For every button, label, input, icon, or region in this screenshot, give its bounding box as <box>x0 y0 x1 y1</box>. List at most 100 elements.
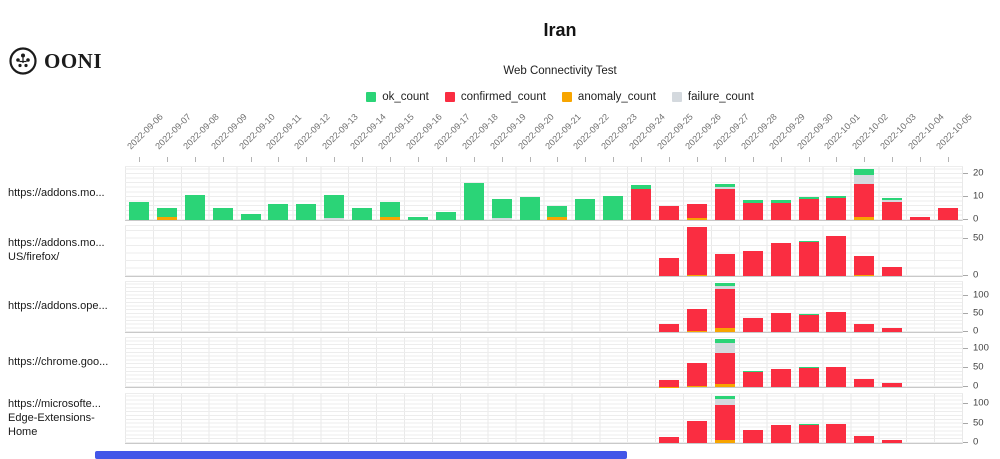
y-tick-label: 0 <box>973 380 979 392</box>
bar-segment-anomaly_count <box>686 217 707 220</box>
y-tick <box>963 386 968 387</box>
bar-segment-confirmed_count <box>686 308 707 331</box>
facet-row-label: https://addons.mo... <box>8 186 105 199</box>
bar-segment-ok_count <box>212 208 233 220</box>
bar-segment-anomaly_count <box>686 386 707 387</box>
x-tick <box>166 157 168 162</box>
x-tick <box>362 157 364 162</box>
bar-segment-confirmed_count <box>659 206 680 220</box>
legend-swatch <box>671 92 682 102</box>
x-tick <box>613 157 615 162</box>
bar-segment-ok_count <box>324 194 345 218</box>
y-tick-label: 50 <box>973 361 984 373</box>
bar-segment-ok_count <box>240 214 261 220</box>
plot-grid <box>125 225 963 277</box>
ooni-logo-text: OONI <box>44 48 103 73</box>
bar-segment-ok_count <box>547 206 568 217</box>
y-tick <box>963 367 968 368</box>
x-tick <box>669 157 671 162</box>
bar-segment-ok_count <box>798 423 819 425</box>
bar-segment-failure_count <box>324 217 345 220</box>
bar-segment-confirmed_count <box>882 383 903 387</box>
bar-segment-confirmed_count <box>798 314 819 332</box>
bar-segment-confirmed_count <box>770 425 791 443</box>
bar-segment-ok_count <box>184 194 205 220</box>
bar-segment-confirmed_count <box>854 255 875 276</box>
bar-segment-ok_count <box>854 169 875 176</box>
x-tick <box>864 157 866 162</box>
y-tick <box>963 275 968 276</box>
bar-segment-failure_count <box>714 399 735 405</box>
legend-item: failure_count <box>671 91 754 103</box>
bar-segment-failure_count <box>714 342 735 354</box>
y-tick <box>963 403 968 405</box>
bar-segment-ok_count <box>491 199 512 218</box>
legend: ok_count confirmed_count anomaly_count fail… <box>120 91 1000 103</box>
legend-label: confirmed_count <box>460 91 546 103</box>
legend-swatch <box>561 92 572 102</box>
x-tick <box>641 157 643 162</box>
x-tick <box>585 157 587 162</box>
bar-segment-confirmed_count <box>798 241 819 276</box>
bar-segment-ok_count <box>714 184 735 187</box>
legend-label: anomaly_count <box>577 91 656 103</box>
bar-segment-confirmed_count <box>742 371 763 387</box>
x-tick <box>920 157 922 162</box>
bar-segment-confirmed_count <box>826 236 847 276</box>
bar-segment-confirmed_count <box>659 380 680 387</box>
x-tick <box>222 157 224 162</box>
bar-segment-ok_count <box>798 367 819 368</box>
y-tick <box>963 312 968 314</box>
chart-subtitle: Web Connectivity Test <box>503 65 617 77</box>
y-tick <box>963 219 968 220</box>
bar-segment-ok_count <box>435 211 456 220</box>
bar-segment-confirmed_count <box>882 201 903 220</box>
plot-grid <box>125 281 963 333</box>
bar-segment-ok_count <box>714 395 735 400</box>
bar-segment-confirmed_count <box>714 404 735 441</box>
legend-item: confirmed_count <box>444 91 546 103</box>
bar-segment-ok_count <box>798 313 819 315</box>
bar-segment-confirmed_count <box>826 311 847 332</box>
legend-item: ok_count <box>366 91 429 103</box>
bar-segment-anomaly_count <box>854 216 875 220</box>
bar-segment-confirmed_count <box>742 430 763 443</box>
bar-segment-anomaly_count <box>714 383 735 387</box>
bar-segment-failure_count <box>854 175 875 185</box>
y-tick-label: 50 <box>973 232 984 244</box>
bar-segment-ok_count <box>268 203 289 220</box>
bar-segment-confirmed_count <box>742 318 763 332</box>
x-tick <box>836 157 838 162</box>
bar-segment-confirmed_count <box>659 258 680 276</box>
x-tick <box>138 157 140 162</box>
bar-segment-ok_count <box>128 201 149 220</box>
facet-row-label: https://microsofte... Edge-Extensions- H… <box>8 397 101 438</box>
bar-segment-failure_count <box>714 186 735 189</box>
bar-segment-confirmed_count <box>798 367 819 387</box>
bar-segment-ok_count <box>882 198 903 201</box>
bar-segment-confirmed_count <box>686 421 707 443</box>
bar-segment-ok_count <box>463 183 484 220</box>
horizontal-scrollbar-thumb[interactable] <box>95 451 627 459</box>
bar-segment-ok_count <box>742 371 763 372</box>
x-tick <box>390 157 392 162</box>
x-tick <box>194 157 196 162</box>
bar-segment-confirmed_count <box>854 436 875 443</box>
y-tick-label: 50 <box>973 417 984 429</box>
bar-segment-confirmed_count <box>686 226 707 276</box>
ooni-logo: OONI <box>8 46 102 76</box>
legend-label: ok_count <box>382 91 429 103</box>
chart-header: Iran Web Connectivity Test ok_count confi… <box>120 0 1000 103</box>
x-tick <box>473 157 475 162</box>
bar-segment-failure_count <box>491 217 512 220</box>
x-tick <box>892 157 894 162</box>
x-tick <box>306 157 308 162</box>
bar-segment-confirmed_count <box>714 188 735 220</box>
y-tick <box>963 172 968 174</box>
bar-segment-anomaly_count <box>380 216 401 220</box>
x-tick <box>417 157 419 162</box>
x-tick <box>808 157 810 162</box>
bar-segment-confirmed_count <box>770 313 791 332</box>
